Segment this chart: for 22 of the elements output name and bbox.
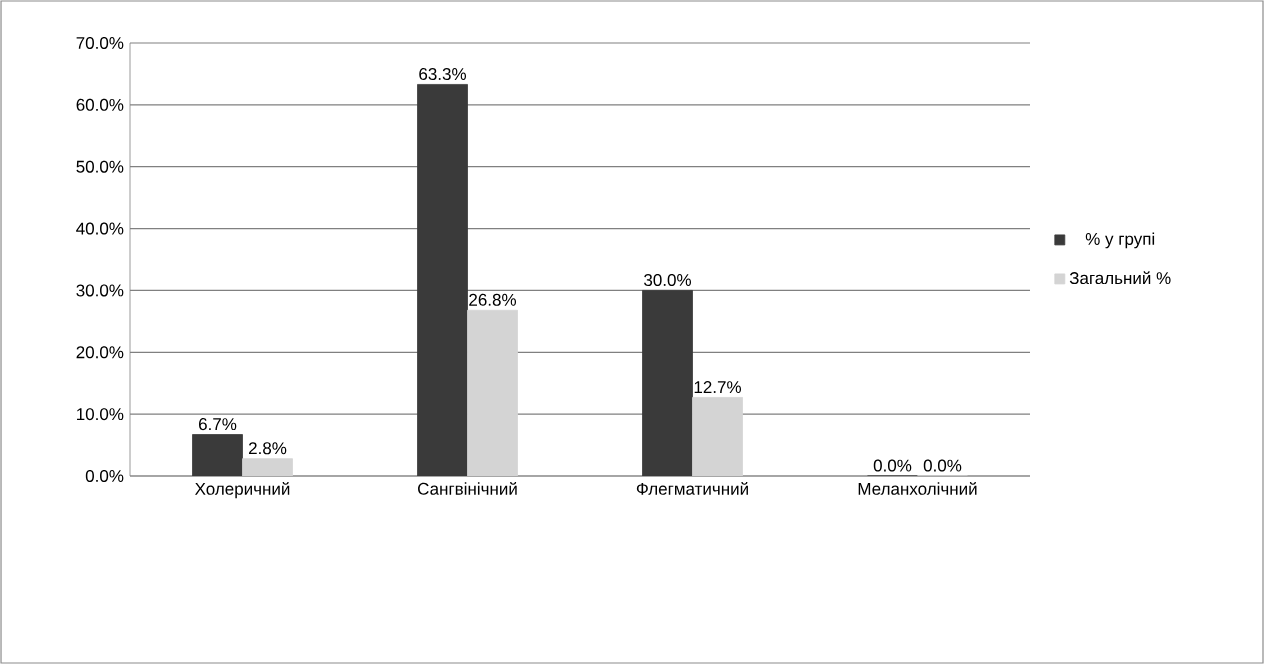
data-label: 2.8% bbox=[248, 442, 287, 455]
legend-label: % у групі bbox=[1085, 232, 1155, 249]
x-tick-label: Меланхолічний bbox=[858, 482, 977, 495]
y-tick-label: 20.0% bbox=[76, 346, 124, 359]
y-tick-label: 10.0% bbox=[77, 408, 124, 421]
x-tick-label: Холеричний bbox=[194, 482, 290, 499]
data-label: 6.7% bbox=[199, 418, 237, 431]
y-tick-label: 30.0% bbox=[76, 284, 124, 297]
data-label: 0.0% bbox=[873, 459, 912, 472]
data-label: 30.0% bbox=[644, 274, 692, 287]
y-tick-label: 50.0% bbox=[76, 160, 124, 173]
x-tick-label: Сангвінічний bbox=[418, 482, 517, 495]
y-tick-label: 60.0% bbox=[76, 98, 124, 111]
data-label: 26.8% bbox=[469, 293, 517, 306]
x-tick-label: Флегматичний bbox=[636, 482, 748, 495]
data-label: 63.3% bbox=[419, 68, 467, 81]
y-tick-label: 0.0% bbox=[85, 469, 124, 482]
legend-label: Загальний % bbox=[1069, 271, 1171, 285]
data-label: 12.7% bbox=[694, 381, 742, 394]
y-tick-label: 70.0% bbox=[76, 36, 124, 50]
y-tick-label: 40.0% bbox=[76, 222, 124, 235]
data-label: 0.0% bbox=[923, 459, 962, 472]
